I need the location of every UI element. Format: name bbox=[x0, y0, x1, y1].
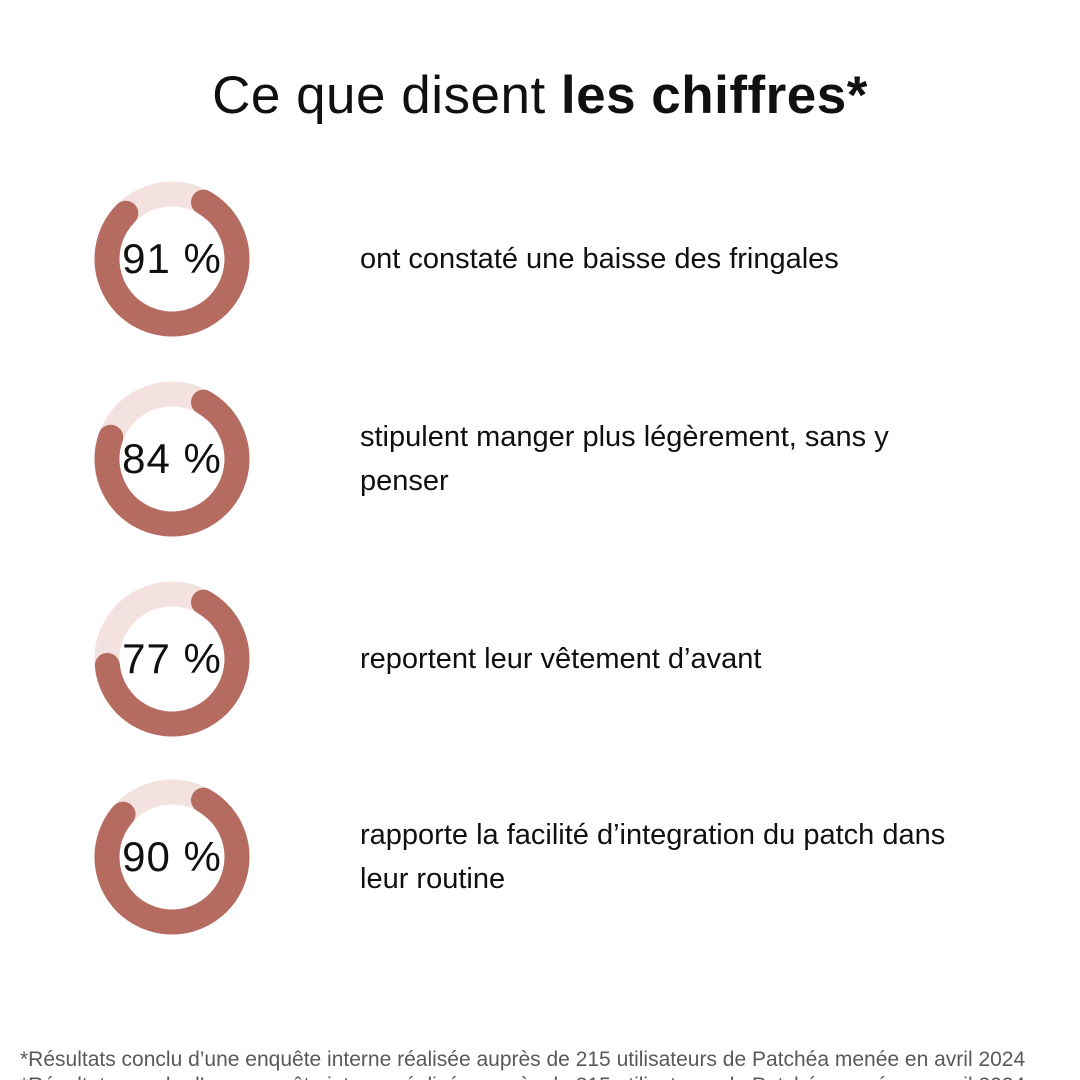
donut-arc bbox=[94, 181, 250, 337]
footnote-clipped-line: *Résultats conclu d’une enquête interne … bbox=[20, 1073, 1064, 1080]
stat-row: 90 % rapporte la facilité d’integration … bbox=[0, 777, 1080, 937]
donut-arc bbox=[94, 381, 250, 537]
percent-label: 84 % bbox=[122, 435, 222, 482]
donut-ring-icon bbox=[94, 181, 250, 337]
donut-chart: 90 % bbox=[92, 777, 252, 937]
stat-row: 77 % reportent leur vêtement d’avant bbox=[0, 579, 1080, 739]
percent-label: 91 % bbox=[122, 235, 222, 282]
title-regular: Ce que disent bbox=[212, 66, 561, 125]
footnote-line: *Résultats conclu d’une enquête interne … bbox=[20, 1048, 1026, 1071]
stat-text: stipulent manger plus légèrement, sans y… bbox=[360, 379, 1028, 539]
page-title: Ce que disent les chiffres* bbox=[0, 66, 1080, 126]
stat-text-line: leur routine bbox=[360, 863, 506, 895]
donut-chart: 84 % bbox=[92, 379, 252, 539]
stat-text: ont constaté une baisse des fringales bbox=[360, 179, 1028, 339]
stat-text-line: penser bbox=[360, 465, 449, 497]
stat-text: reportent leur vêtement d’avant bbox=[360, 579, 1028, 739]
donut-arc bbox=[94, 581, 250, 737]
stat-text: rapporte la facilité d’integration du pa… bbox=[360, 777, 1028, 937]
stat-text-line: reportent leur vêtement d’avant bbox=[360, 643, 762, 675]
donut-chart: 91 % bbox=[92, 179, 252, 339]
title-bold: les chiffres* bbox=[560, 66, 868, 125]
stat-text-line: ont constaté une baisse des fringales bbox=[360, 243, 839, 275]
stat-text-line: stipulent manger plus légèrement, sans y bbox=[360, 421, 889, 453]
footnote: *Résultats conclu d’une enquête interne … bbox=[20, 1047, 1064, 1080]
percent-label: 77 % bbox=[122, 635, 222, 682]
stat-text-line: rapporte la facilité d’integration du pa… bbox=[360, 819, 946, 851]
stat-row: 91 % ont constaté une baisse des fringal… bbox=[0, 179, 1080, 339]
stat-row: 84 % stipulent manger plus légèrement, s… bbox=[0, 379, 1080, 539]
donut-chart: 77 % bbox=[92, 579, 252, 739]
donut-ring-icon bbox=[94, 581, 250, 737]
donut-ring-icon bbox=[94, 381, 250, 537]
donut-arc bbox=[94, 779, 250, 935]
donut-ring-icon bbox=[94, 779, 250, 935]
percent-label: 90 % bbox=[122, 833, 222, 880]
